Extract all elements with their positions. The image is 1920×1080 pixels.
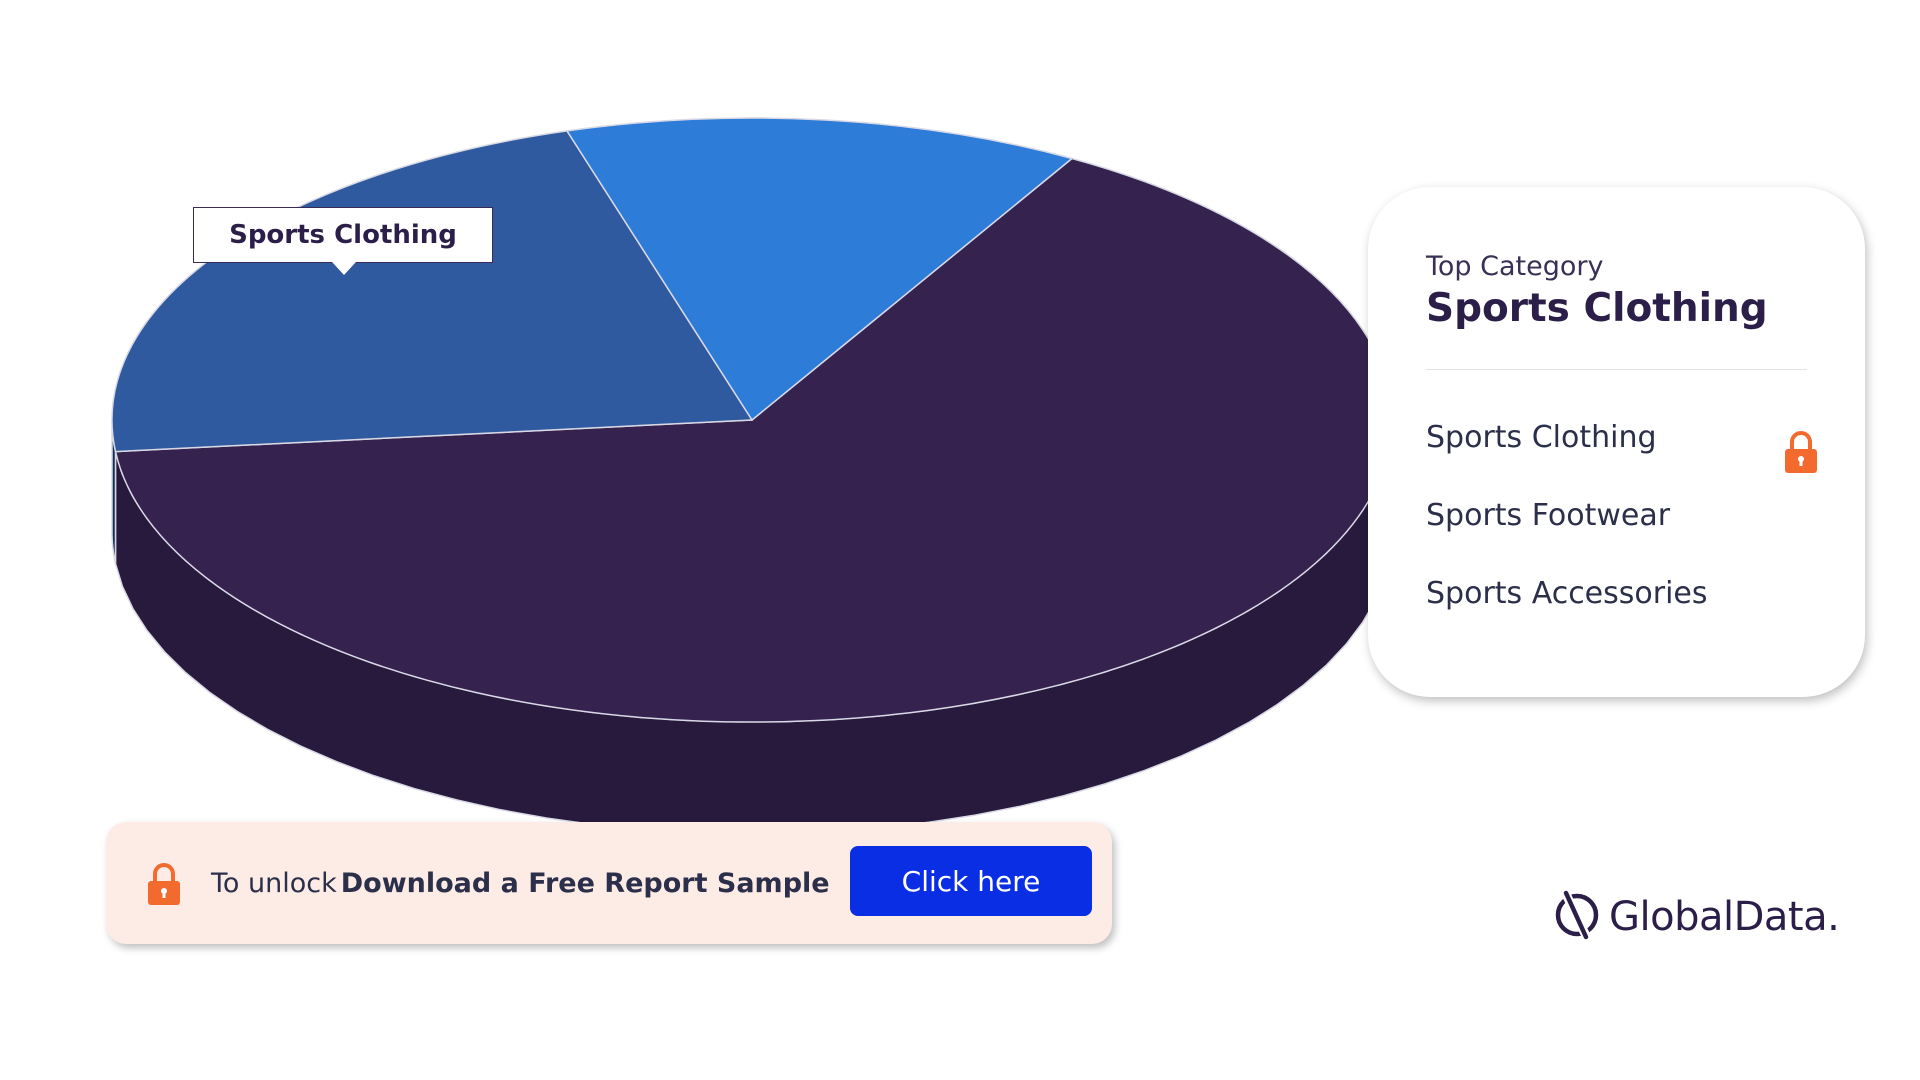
lock-icon (1783, 430, 1819, 485)
slice-label-text: Sports Clothing (229, 220, 457, 250)
legend-item-sports-clothing[interactable]: Sports Clothing (1426, 418, 1817, 496)
click-here-button[interactable]: Click here (850, 846, 1092, 916)
legend-list: Sports Clothing Sports Footwear Sports A… (1426, 418, 1817, 652)
globaldata-logo-icon (1553, 888, 1601, 946)
brand-logo: GlobalData. (1553, 888, 1840, 946)
slice-label-sports-clothing: Sports Clothing (193, 207, 493, 275)
brand-name: GlobalData. (1609, 894, 1840, 940)
unlock-strong: Download a Free Report Sample (340, 867, 830, 899)
lock-icon (146, 862, 182, 910)
pie-slice-sports-clothing (114, 157, 1393, 723)
legend-item-label: Sports Clothing (1426, 420, 1657, 455)
unlock-banner: To unlock Download a Free Report Sample … (106, 822, 1112, 944)
legend-divider (1426, 369, 1807, 370)
legend-item-sports-accessories[interactable]: Sports Accessories (1426, 574, 1807, 652)
unlock-prefix: To unlock (211, 867, 337, 899)
pie-slice-sports-accessories (565, 117, 1074, 422)
unlock-message: To unlock Download a Free Report Sample (211, 822, 830, 944)
legend-card: Top Category Sports Clothing Sports Clot… (1368, 187, 1865, 697)
legend-kicker: Top Category (1426, 251, 1604, 282)
legend-item-sports-footwear[interactable]: Sports Footwear (1426, 496, 1807, 574)
legend-item-label: Sports Accessories (1426, 576, 1708, 611)
legend-item-label: Sports Footwear (1426, 498, 1671, 533)
legend-title: Sports Clothing (1426, 286, 1768, 331)
